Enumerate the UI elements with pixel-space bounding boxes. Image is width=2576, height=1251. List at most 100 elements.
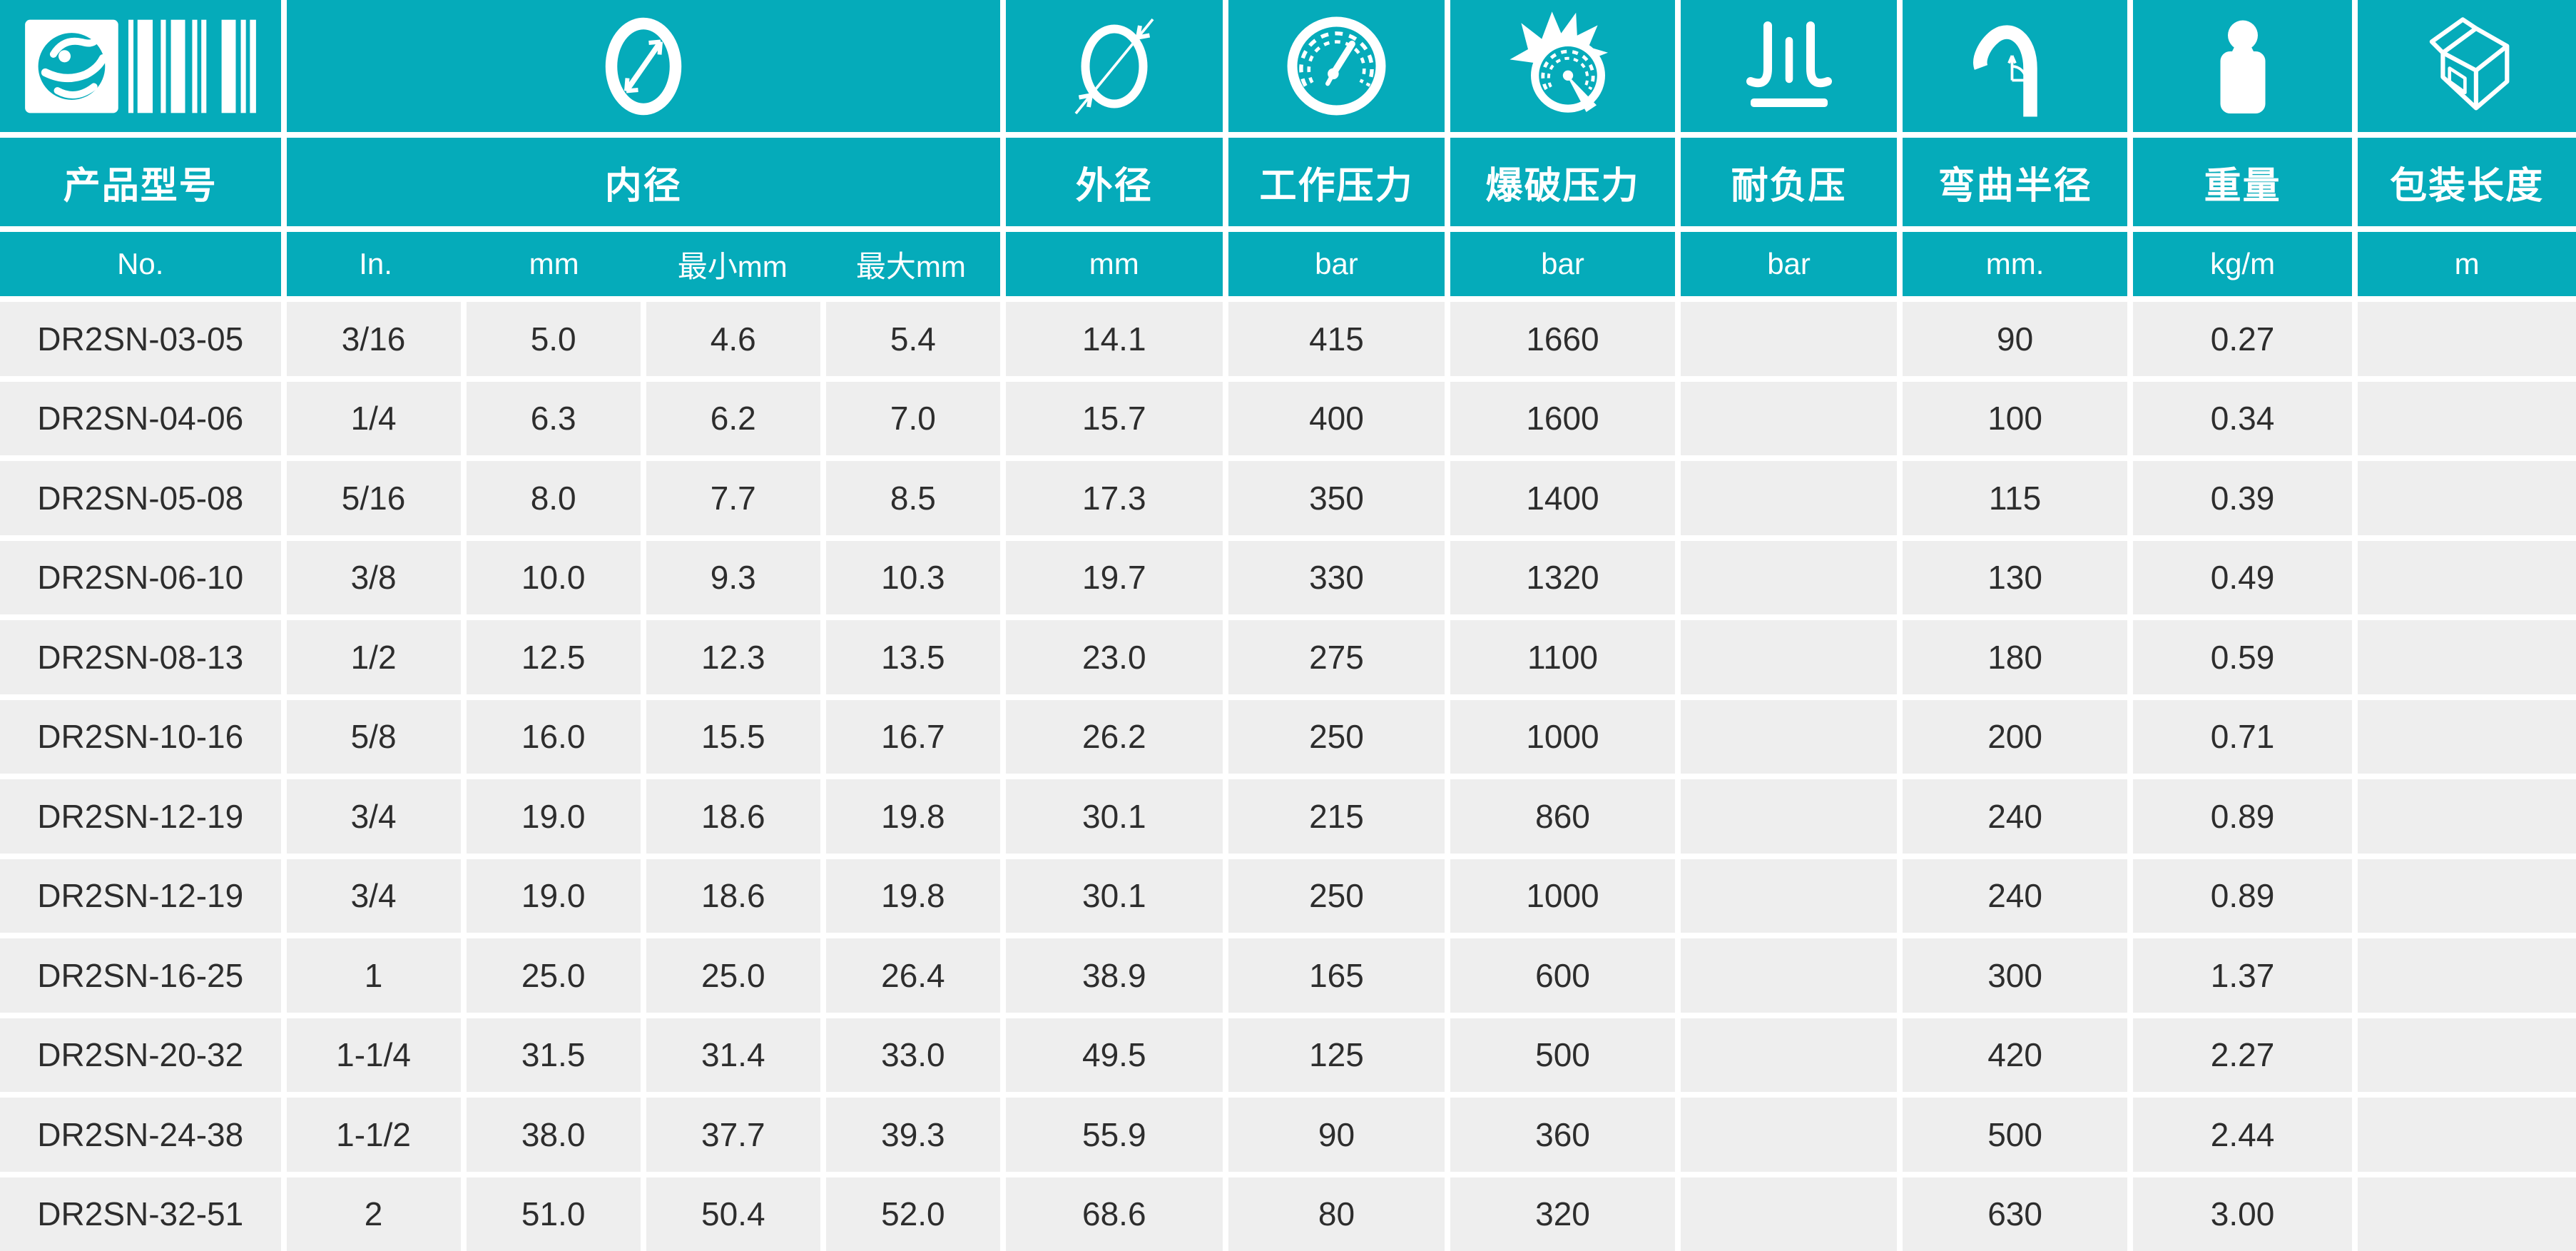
data-cell: 200: [1903, 699, 2127, 774]
unit-weight: kg/m: [2132, 232, 2353, 296]
col-title-packing-length: 包装长度: [2358, 138, 2576, 226]
data-cell: 16.0: [466, 699, 641, 774]
data-cell: 5/8: [286, 699, 461, 774]
data-cell: [2358, 859, 2576, 933]
data-cell: 215: [1228, 779, 1445, 854]
model-cell: DR2SN-10-16: [0, 699, 281, 774]
data-cell: 100: [1903, 381, 2127, 455]
data-cell: 180: [1903, 620, 2127, 694]
data-cell: 7.7: [646, 461, 820, 535]
data-cell: 5/16: [286, 461, 461, 535]
data-cell: 1400: [1450, 461, 1675, 535]
data-cell: 9.3: [646, 540, 820, 614]
unit-inner-diameter-group: In. mm 最小mm 最大mm: [286, 232, 1000, 296]
unit-vacuum: bar: [1680, 232, 1898, 296]
model-cell: DR2SN-12-19: [0, 859, 281, 933]
model-cell: DR2SN-03-05: [0, 302, 281, 376]
data-cell: 1/2: [286, 620, 461, 694]
data-cell: 360: [1450, 1098, 1675, 1172]
unit-burst-pressure: bar: [1450, 232, 1675, 296]
data-cell: 10.3: [825, 540, 1000, 614]
data-cell: 49.5: [1005, 1018, 1223, 1092]
data-cell: 1660: [1450, 302, 1675, 376]
col-title-vacuum: 耐负压: [1680, 138, 1898, 226]
data-cell: 3/4: [286, 859, 461, 933]
data-cell: 0.49: [2132, 540, 2353, 614]
data-cell: 3.00: [2132, 1177, 2353, 1251]
data-cell: [1680, 302, 1898, 376]
data-cell: [2358, 381, 2576, 455]
inner-diameter-icon: [286, 0, 1000, 132]
model-cell: DR2SN-20-32: [0, 1018, 281, 1092]
data-cell: 19.0: [466, 779, 641, 854]
data-cell: [1680, 1098, 1898, 1172]
data-cell: 125: [1228, 1018, 1445, 1092]
data-cell: 1000: [1450, 859, 1675, 933]
data-cell: 500: [1450, 1018, 1675, 1092]
weight-icon: [2132, 0, 2353, 132]
data-cell: 52.0: [825, 1177, 1000, 1251]
data-cell: 420: [1903, 1018, 2127, 1092]
data-cell: 38.9: [1005, 938, 1223, 1013]
data-cell: 1-1/2: [286, 1098, 461, 1172]
data-cell: 130: [1903, 540, 2127, 614]
data-cell: 26.2: [1005, 699, 1223, 774]
unit-label: In.: [359, 247, 392, 280]
model-cell: DR2SN-12-19: [0, 779, 281, 854]
data-cell: 8.5: [825, 461, 1000, 535]
data-cell: 39.3: [825, 1098, 1000, 1172]
data-cell: 0.89: [2132, 859, 2353, 933]
data-cell: 16.7: [825, 699, 1000, 774]
data-cell: 38.0: [466, 1098, 641, 1172]
data-cell: 33.0: [825, 1018, 1000, 1092]
data-cell: 2.44: [2132, 1098, 2353, 1172]
data-cell: 250: [1228, 859, 1445, 933]
data-cell: 350: [1228, 461, 1445, 535]
data-cell: 30.1: [1005, 859, 1223, 933]
data-cell: 1320: [1450, 540, 1675, 614]
model-cell: DR2SN-16-25: [0, 938, 281, 1013]
data-cell: 165: [1228, 938, 1445, 1013]
data-cell: 6.3: [466, 381, 641, 455]
bend-radius-icon: [1903, 0, 2127, 132]
data-cell: [1680, 859, 1898, 933]
data-cell: 0.27: [2132, 302, 2353, 376]
data-cell: 68.6: [1005, 1177, 1223, 1251]
data-cell: 8.0: [466, 461, 641, 535]
unit-label: 最大mm: [855, 249, 966, 283]
pressure-gauge-icon: [1228, 0, 1445, 132]
col-title-working-pressure: 工作压力: [1228, 138, 1445, 226]
data-cell: 13.5: [825, 620, 1000, 694]
model-cell: DR2SN-06-10: [0, 540, 281, 614]
data-cell: 17.3: [1005, 461, 1223, 535]
unit-model: No.: [0, 232, 281, 296]
data-cell: 6.2: [646, 381, 820, 455]
model-cell: DR2SN-04-06: [0, 381, 281, 455]
data-cell: 0.59: [2132, 620, 2353, 694]
unit-working-pressure: bar: [1228, 232, 1445, 296]
col-title-outer-diameter: 外径: [1005, 138, 1223, 226]
unit-outer-diameter: mm: [1005, 232, 1223, 296]
data-cell: 1000: [1450, 699, 1675, 774]
data-cell: [2358, 540, 2576, 614]
unit-packing-length: m: [2358, 232, 2576, 296]
data-cell: 2.27: [2132, 1018, 2353, 1092]
data-cell: 37.7: [646, 1098, 820, 1172]
data-cell: 55.9: [1005, 1098, 1223, 1172]
data-cell: 0.89: [2132, 779, 2353, 854]
data-cell: 25.0: [466, 938, 641, 1013]
data-cell: [1680, 938, 1898, 1013]
data-cell: 1-1/4: [286, 1018, 461, 1092]
data-cell: [2358, 1098, 2576, 1172]
col-title-weight: 重量: [2132, 138, 2353, 226]
data-cell: [1680, 540, 1898, 614]
data-cell: 3/8: [286, 540, 461, 614]
data-cell: 240: [1903, 779, 2127, 854]
col-title-bend-radius: 弯曲半径: [1903, 138, 2127, 226]
data-cell: 860: [1450, 779, 1675, 854]
data-cell: 30.1: [1005, 779, 1223, 854]
data-cell: 15.7: [1005, 381, 1223, 455]
data-cell: 330: [1228, 540, 1445, 614]
model-cell: DR2SN-05-08: [0, 461, 281, 535]
